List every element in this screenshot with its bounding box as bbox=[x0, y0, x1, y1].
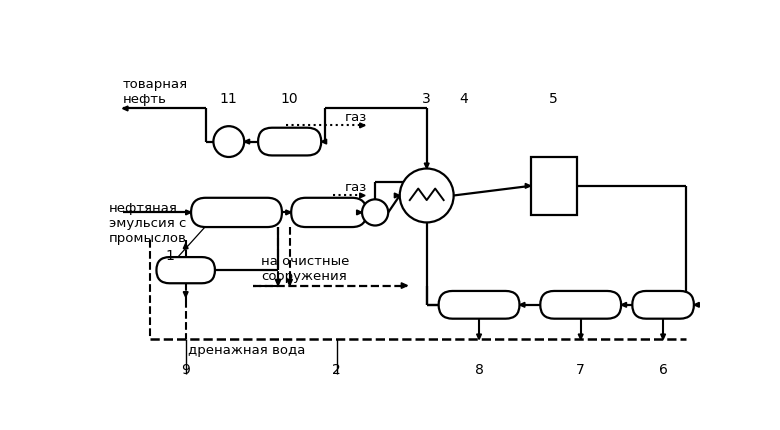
Text: товарная
нефть: товарная нефть bbox=[122, 77, 188, 105]
Circle shape bbox=[362, 200, 388, 226]
Text: 1: 1 bbox=[166, 249, 175, 263]
FancyBboxPatch shape bbox=[191, 198, 282, 227]
Text: на очистные
сооружения: на очистные сооружения bbox=[261, 255, 349, 283]
FancyBboxPatch shape bbox=[258, 129, 321, 156]
Text: 2: 2 bbox=[332, 362, 341, 376]
Text: 11: 11 bbox=[220, 92, 238, 105]
Polygon shape bbox=[321, 140, 327, 144]
Text: 6: 6 bbox=[658, 362, 668, 376]
Polygon shape bbox=[275, 280, 281, 286]
FancyBboxPatch shape bbox=[633, 291, 694, 319]
Text: 10: 10 bbox=[281, 92, 299, 105]
Text: дренажная вода: дренажная вода bbox=[188, 344, 306, 356]
Polygon shape bbox=[424, 164, 429, 169]
Text: газ: газ bbox=[344, 111, 367, 124]
Polygon shape bbox=[287, 280, 292, 286]
Polygon shape bbox=[694, 303, 700, 307]
Polygon shape bbox=[285, 211, 291, 215]
Polygon shape bbox=[401, 283, 407, 289]
Polygon shape bbox=[356, 211, 362, 215]
FancyBboxPatch shape bbox=[157, 258, 215, 284]
Polygon shape bbox=[183, 244, 188, 249]
Text: газ: газ bbox=[344, 181, 367, 194]
FancyBboxPatch shape bbox=[438, 291, 519, 319]
Polygon shape bbox=[578, 334, 583, 340]
Polygon shape bbox=[525, 184, 530, 189]
Polygon shape bbox=[360, 194, 365, 198]
Text: 9: 9 bbox=[181, 362, 190, 376]
Text: нефтяная
эмульсия с
промыслов: нефтяная эмульсия с промыслов bbox=[108, 201, 186, 244]
Text: 8: 8 bbox=[474, 362, 484, 376]
Polygon shape bbox=[661, 334, 665, 340]
Polygon shape bbox=[395, 194, 399, 198]
Polygon shape bbox=[519, 303, 525, 307]
Polygon shape bbox=[186, 211, 191, 215]
FancyBboxPatch shape bbox=[541, 291, 621, 319]
Polygon shape bbox=[621, 303, 626, 307]
Circle shape bbox=[399, 169, 454, 223]
Polygon shape bbox=[360, 124, 365, 129]
Text: 5: 5 bbox=[549, 92, 558, 105]
Polygon shape bbox=[244, 140, 250, 144]
Bar bbox=[530, 158, 577, 215]
Polygon shape bbox=[183, 292, 188, 298]
Text: 7: 7 bbox=[576, 362, 585, 376]
Polygon shape bbox=[477, 334, 481, 340]
Text: 4: 4 bbox=[459, 92, 468, 105]
Circle shape bbox=[214, 127, 244, 158]
FancyBboxPatch shape bbox=[291, 198, 367, 227]
Polygon shape bbox=[122, 107, 128, 112]
Text: 3: 3 bbox=[422, 92, 431, 105]
